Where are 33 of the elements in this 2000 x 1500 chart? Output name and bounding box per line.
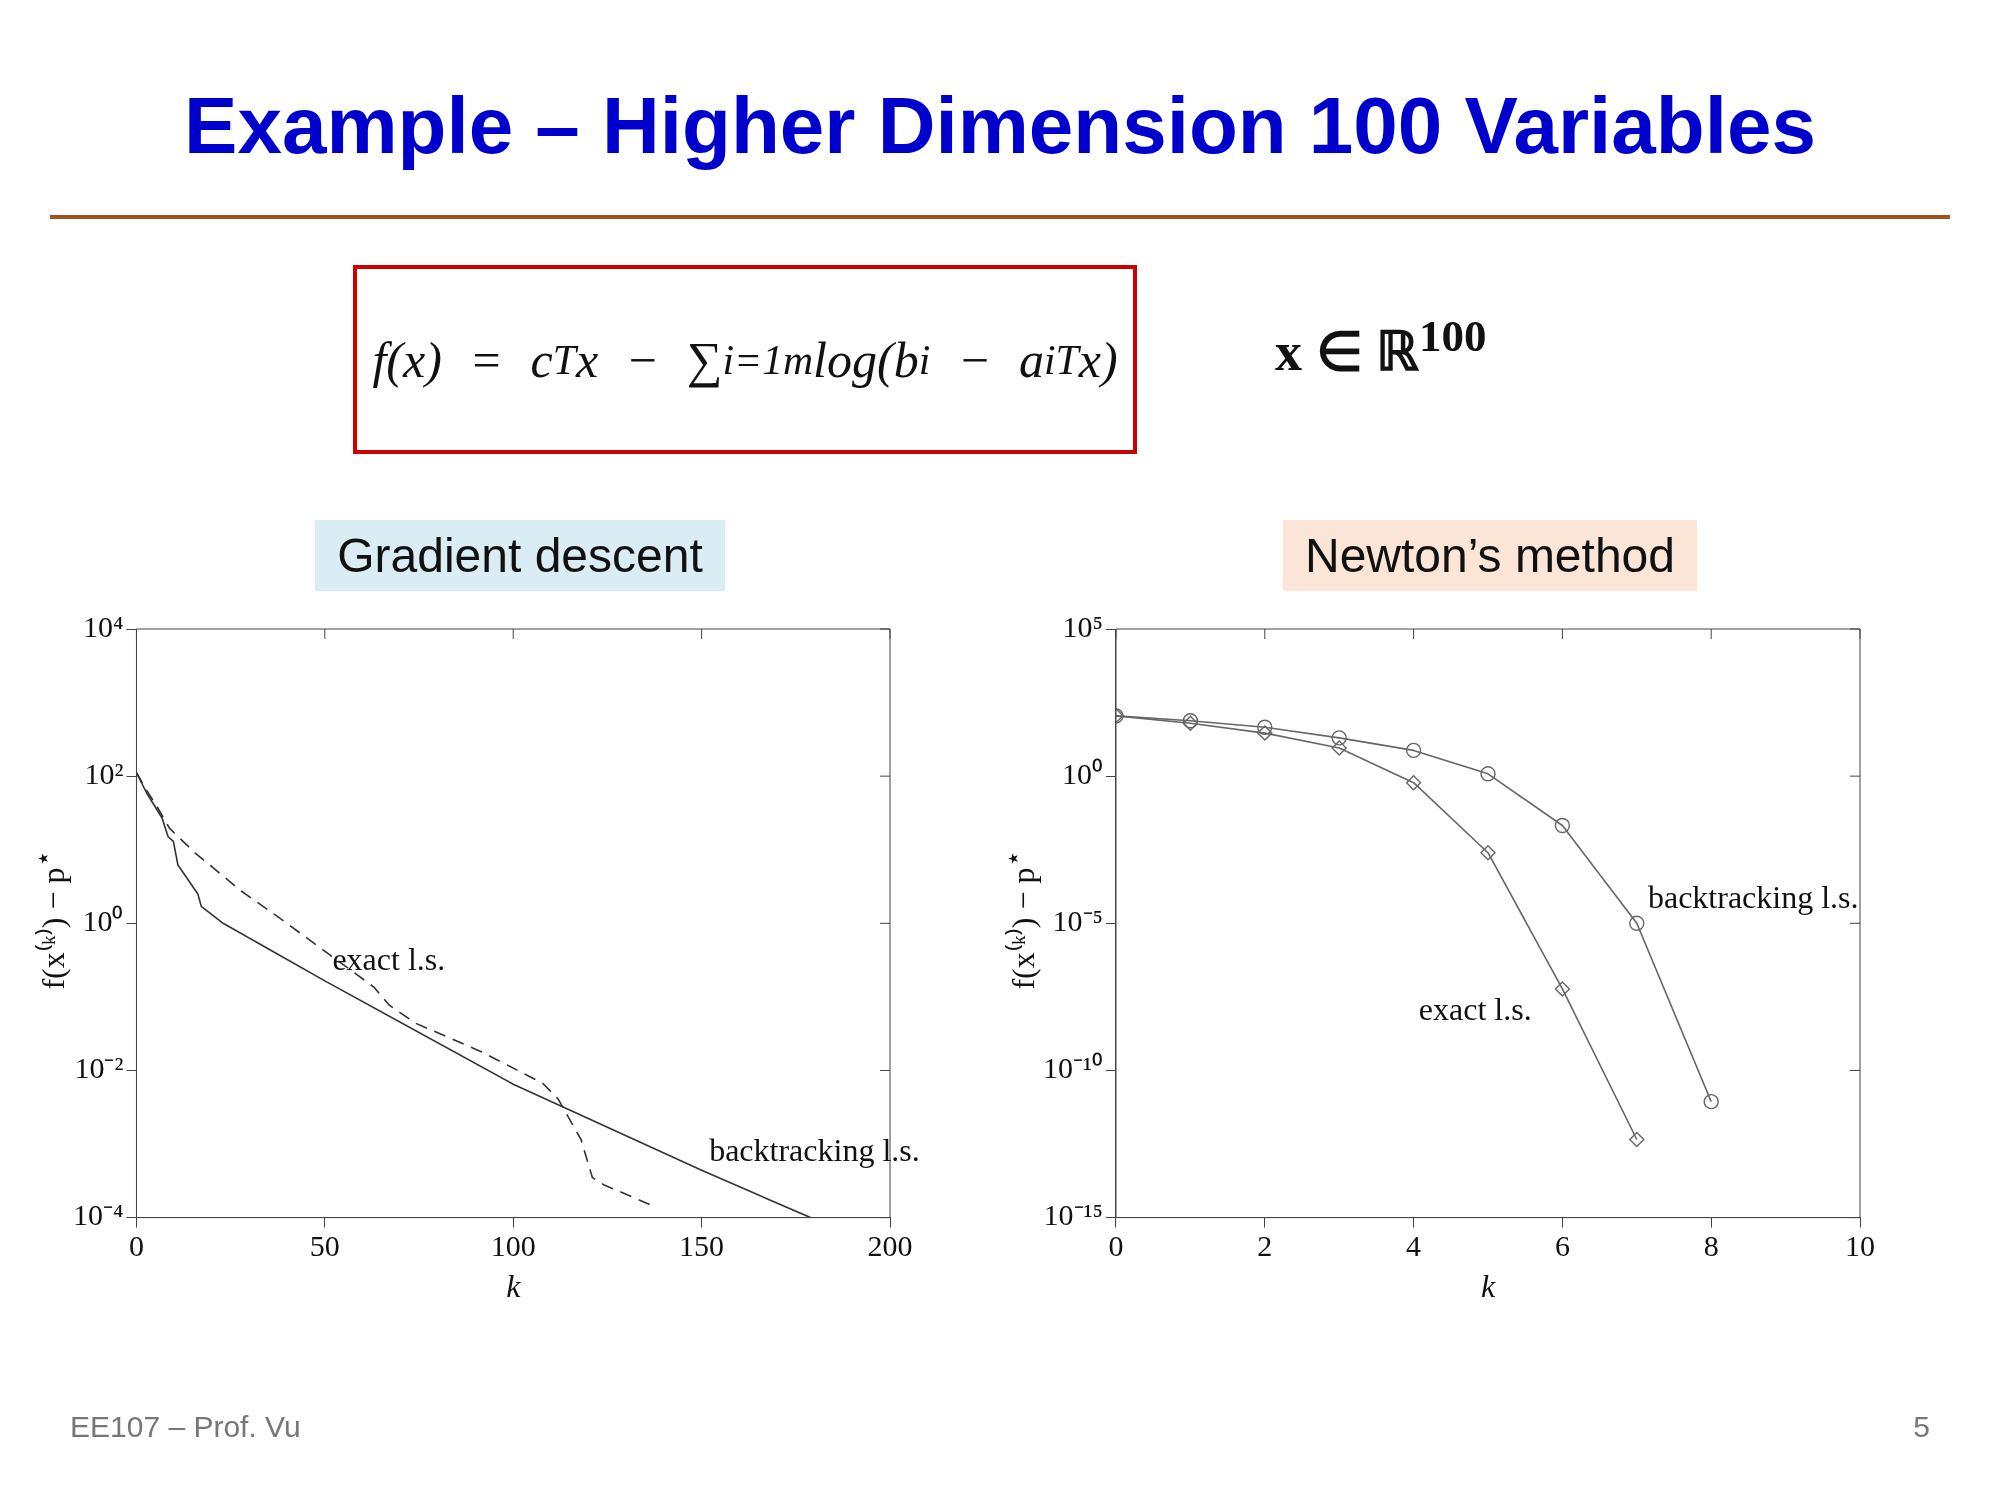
text: EE107 – Prof. Vu (70, 1410, 301, 1444)
annotation: backtracking l.s. (1647, 879, 1859, 916)
chart-title: Gradient descent (315, 520, 725, 591)
x-axis-title: k (506, 1268, 522, 1305)
y-tick-label: 10⁰ (82, 904, 124, 938)
x-tick-label: 100 (490, 1229, 536, 1263)
x-tick-label: 4 (1406, 1229, 1422, 1263)
x-axis-title: k (1480, 1268, 1496, 1305)
x-tick-label: 10 (1845, 1229, 1875, 1263)
x-tick-label: 0 (1108, 1229, 1124, 1263)
annotation: exact l.s. (1418, 991, 1532, 1027)
text: x ∈ ℝ$^{100}$ (1275, 310, 1487, 383)
chart-title: Newton’s method (1283, 520, 1697, 591)
x-tick-label: 2 (1257, 1229, 1273, 1263)
y-tick-label: 10⁴ (82, 609, 124, 643)
y-tick-label: 10⁻⁴ (72, 1198, 124, 1232)
annotation: exact l.s. (332, 940, 446, 977)
y-tick-label: 10² (84, 757, 124, 791)
y-tick-label: 10⁻² (74, 1051, 124, 1085)
annotation: backtracking l.s. (709, 1132, 920, 1169)
y-tick-label: 10⁻¹⁵ (1043, 1198, 1103, 1232)
x-tick-label: 6 (1554, 1229, 1570, 1263)
x-tick-label: 8 (1703, 1229, 1719, 1263)
text: 5 (1913, 1410, 1930, 1444)
x-tick-label: 200 (867, 1229, 913, 1263)
x-tick-label: 0 (128, 1229, 144, 1263)
x-tick-label: 50 (309, 1229, 340, 1263)
x-tick-label: 150 (679, 1229, 725, 1263)
y-tick-label: 10⁰ (1061, 757, 1103, 791)
text: Example – Higher Dimension 100 Variables (183, 80, 1817, 172)
y-tick-label: 10⁻⁵ (1052, 904, 1103, 938)
y-tick-label: 10⁻¹⁰ (1042, 1051, 1103, 1085)
y-tick-label: 10⁵ (1062, 609, 1103, 643)
